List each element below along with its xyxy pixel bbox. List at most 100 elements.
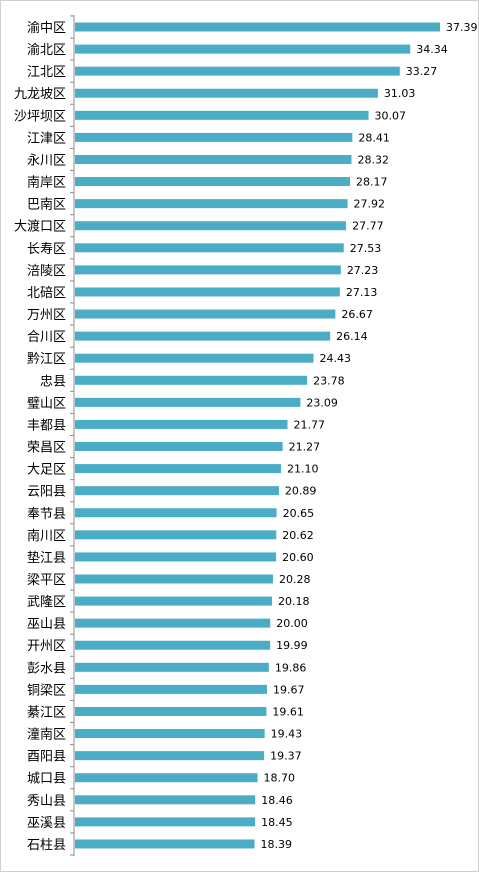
bar — [75, 331, 331, 341]
bar — [75, 375, 308, 385]
category-label: 巫山县 — [27, 617, 66, 632]
value-label: 21.77 — [294, 418, 326, 431]
bar — [75, 596, 272, 606]
value-label: 20.89 — [285, 485, 317, 498]
category-label: 开州区 — [27, 639, 66, 654]
category-label: 石柱县 — [27, 838, 66, 853]
bar — [75, 574, 273, 584]
value-label: 28.32 — [357, 153, 389, 166]
value-label: 27.92 — [354, 198, 386, 211]
bar — [75, 773, 258, 783]
value-label: 26.14 — [336, 330, 368, 343]
bar — [75, 618, 271, 628]
category-label: 江北区 — [27, 65, 66, 80]
category-label: 綦江区 — [27, 705, 66, 720]
category-label: 大足区 — [27, 463, 66, 478]
category-label: 沙坪坝区 — [14, 109, 66, 124]
bar — [75, 795, 256, 805]
category-label: 南岸区 — [27, 175, 66, 191]
category-label: 巫溪县 — [27, 816, 66, 831]
bar — [75, 751, 265, 761]
category-label: 九龙坡区 — [14, 87, 66, 102]
category-label: 璧山区 — [27, 395, 66, 411]
value-label: 18.70 — [264, 772, 296, 785]
bar — [75, 243, 344, 253]
value-label: 19.99 — [276, 639, 308, 652]
category-label: 武隆区 — [27, 595, 66, 610]
category-label: 秀山县 — [27, 794, 66, 809]
bar — [75, 199, 348, 209]
value-label: 20.00 — [276, 617, 308, 630]
value-label: 21.10 — [287, 463, 319, 476]
value-label: 19.86 — [275, 661, 307, 674]
category-label: 彭水县 — [27, 661, 66, 676]
value-label: 20.65 — [283, 507, 315, 520]
bar — [75, 464, 281, 474]
category-label: 酉阳县 — [27, 750, 66, 765]
bar — [75, 397, 301, 407]
value-label: 20.28 — [279, 573, 311, 586]
bar — [75, 287, 340, 297]
category-label: 忠县 — [40, 374, 66, 389]
value-label: 28.17 — [356, 176, 388, 189]
bar — [75, 486, 279, 496]
value-label: 27.77 — [352, 220, 384, 233]
bar — [75, 22, 440, 32]
bar — [75, 154, 352, 164]
category-label: 大渡口区 — [14, 219, 66, 235]
bar — [75, 530, 277, 540]
bar — [75, 353, 314, 363]
category-label: 万州区 — [27, 308, 66, 323]
bar — [75, 88, 378, 98]
category-label: 长寿区 — [27, 242, 66, 257]
value-label: 18.46 — [261, 794, 293, 807]
category-label: 荣昌区 — [27, 441, 66, 456]
category-label: 潼南区 — [27, 727, 66, 743]
bar — [75, 221, 347, 231]
bar — [75, 132, 353, 142]
value-label: 20.62 — [282, 529, 314, 542]
value-label: 23.09 — [306, 396, 338, 409]
category-label: 黔江区 — [27, 352, 66, 367]
value-label: 20.60 — [282, 551, 314, 564]
value-label: 26.67 — [341, 308, 373, 321]
value-label: 34.34 — [416, 43, 448, 56]
value-label: 37.39 — [446, 21, 478, 34]
value-label: 21.27 — [289, 441, 321, 454]
category-label: 云阳县 — [27, 485, 66, 500]
category-label: 渝北区 — [27, 42, 66, 58]
bar — [75, 640, 271, 650]
bar — [75, 177, 350, 187]
bar — [75, 309, 336, 319]
value-label: 19.43 — [271, 728, 303, 741]
category-label: 铜梁区 — [27, 683, 66, 698]
bar — [75, 442, 283, 452]
category-label: 丰都县 — [27, 418, 66, 433]
value-label: 23.78 — [313, 374, 345, 387]
category-label: 垫江县 — [27, 550, 66, 566]
value-label: 20.18 — [278, 595, 310, 608]
bar — [75, 662, 269, 672]
value-label: 27.53 — [350, 242, 382, 255]
category-label: 奉节县 — [27, 507, 66, 522]
bar — [75, 552, 277, 562]
value-label: 18.39 — [261, 838, 293, 851]
bar — [75, 110, 369, 120]
bar — [75, 706, 267, 716]
bar — [75, 265, 341, 275]
category-label: 渝中区 — [27, 20, 66, 36]
value-label: 31.03 — [384, 87, 416, 100]
bar — [75, 729, 265, 739]
category-label: 北碚区 — [27, 286, 66, 301]
value-label: 19.61 — [272, 705, 304, 718]
bar — [75, 839, 255, 849]
value-label: 19.37 — [270, 750, 302, 763]
bar — [75, 44, 411, 54]
bar — [75, 66, 400, 76]
value-label: 28.41 — [358, 131, 390, 144]
bar — [75, 817, 256, 827]
bar — [75, 684, 268, 694]
category-label: 合川区 — [27, 330, 66, 345]
